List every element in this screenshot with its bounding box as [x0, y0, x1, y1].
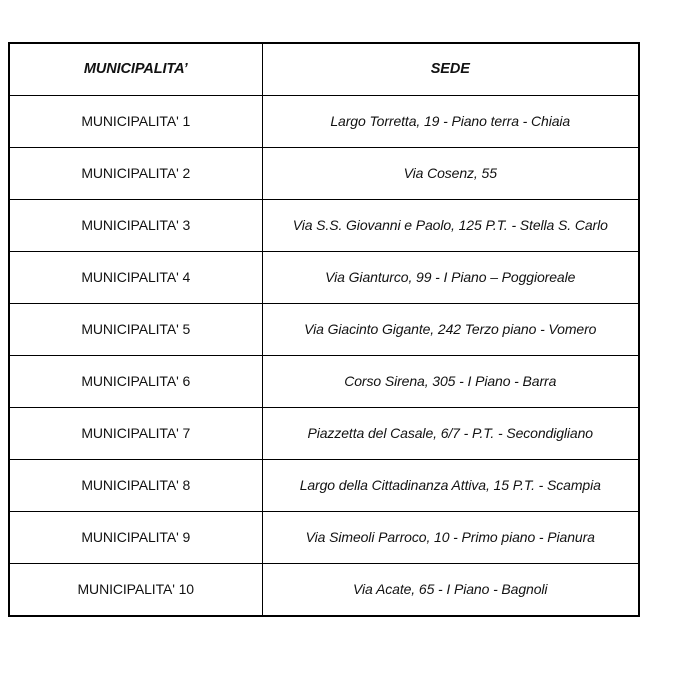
sede-cell: Piazzetta del Casale, 6/7 - P.T. - Secon… — [261, 407, 640, 460]
sede-cell: Via Simeoli Parroco, 10 - Primo piano - … — [261, 511, 640, 564]
municipality-cell: MUNICIPALITA' 6 — [8, 355, 263, 408]
table-row: MUNICIPALITA' 5 Via Giacinto Gigante, 24… — [8, 303, 640, 356]
sede-cell: Via Gianturco, 99 - I Piano – Poggioreal… — [261, 251, 640, 304]
municipality-cell: MUNICIPALITA' 3 — [8, 199, 263, 252]
column-header-sede: SEDE — [261, 42, 640, 96]
table-row: MUNICIPALITA' 7 Piazzetta del Casale, 6/… — [8, 407, 640, 460]
sede-cell: Via Giacinto Gigante, 242 Terzo piano - … — [261, 303, 640, 356]
sede-cell: Largo Torretta, 19 - Piano terra - Chiai… — [261, 95, 640, 148]
municipality-cell: MUNICIPALITA' 5 — [8, 303, 263, 356]
table-row: MUNICIPALITA' 4 Via Gianturco, 99 - I Pi… — [8, 251, 640, 304]
table-row: MUNICIPALITA' 6 Corso Sirena, 305 - I Pi… — [8, 355, 640, 408]
table-row: MUNICIPALITA' 8 Largo della Cittadinanza… — [8, 459, 640, 512]
table-row: MUNICIPALITA' 10 Via Acate, 65 - I Piano… — [8, 563, 640, 617]
municipality-cell: MUNICIPALITA' 2 — [8, 147, 263, 200]
municipalities-table: MUNICIPALITA’ SEDE MUNICIPALITA' 1 Largo… — [8, 42, 640, 617]
municipality-cell: MUNICIPALITA' 4 — [8, 251, 263, 304]
table-row: MUNICIPALITA' 3 Via S.S. Giovanni e Paol… — [8, 199, 640, 252]
municipality-cell: MUNICIPALITA' 7 — [8, 407, 263, 460]
municipality-cell: MUNICIPALITA' 9 — [8, 511, 263, 564]
table-row: MUNICIPALITA' 2 Via Cosenz, 55 — [8, 147, 640, 200]
municipality-cell: MUNICIPALITA' 10 — [8, 563, 263, 617]
municipality-cell: MUNICIPALITA' 1 — [8, 95, 263, 148]
sede-cell: Via S.S. Giovanni e Paolo, 125 P.T. - St… — [261, 199, 640, 252]
table-row: MUNICIPALITA' 1 Largo Torretta, 19 - Pia… — [8, 95, 640, 148]
table-row: MUNICIPALITA' 9 Via Simeoli Parroco, 10 … — [8, 511, 640, 564]
municipality-cell: MUNICIPALITA' 8 — [8, 459, 263, 512]
table-header-row: MUNICIPALITA’ SEDE — [8, 42, 640, 96]
column-header-municipality: MUNICIPALITA’ — [8, 42, 263, 96]
sede-cell: Via Acate, 65 - I Piano - Bagnoli — [261, 563, 640, 617]
sede-cell: Largo della Cittadinanza Attiva, 15 P.T.… — [261, 459, 640, 512]
sede-cell: Via Cosenz, 55 — [261, 147, 640, 200]
sede-cell: Corso Sirena, 305 - I Piano - Barra — [261, 355, 640, 408]
